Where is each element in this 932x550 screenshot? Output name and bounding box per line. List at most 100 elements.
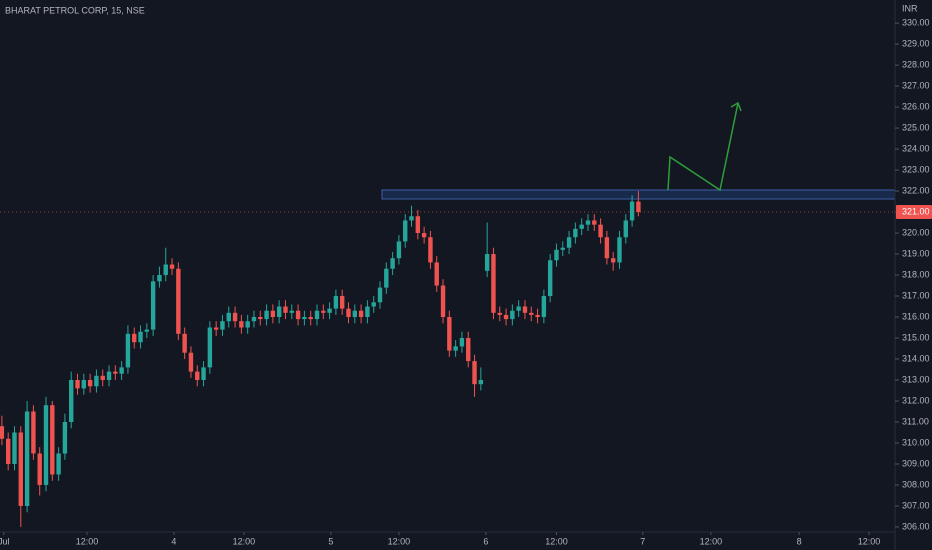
- x-tick-label: 4: [171, 536, 176, 546]
- candle-body: [529, 312, 534, 315]
- candle-body: [31, 411, 36, 454]
- candle-body: [592, 220, 597, 225]
- candle-body: [144, 329, 150, 332]
- candle-body: [163, 264, 168, 276]
- candle-body: [516, 306, 521, 311]
- candle-body: [50, 405, 55, 475]
- candle-body: [24, 411, 30, 506]
- candle-body: [207, 327, 213, 368]
- y-tick-label: 314.00: [902, 353, 930, 363]
- candle-body: [346, 308, 351, 318]
- y-tick-label: 307.00: [902, 500, 930, 510]
- x-tick-label: 5: [328, 536, 333, 546]
- x-tick-label: 12:00: [388, 536, 411, 546]
- candle-body: [69, 380, 74, 422]
- candle-body: [554, 249, 559, 261]
- candle-body: [232, 312, 238, 322]
- candle-body: [195, 371, 200, 380]
- candle-body: [270, 310, 276, 318]
- candle-body: [560, 247, 565, 250]
- y-tick-label: 319.00: [902, 248, 930, 258]
- candle-body: [440, 285, 446, 318]
- candle-body: [371, 302, 376, 307]
- candle-body: [503, 314, 509, 320]
- y-tick-label: 316.00: [902, 311, 930, 321]
- candle-body: [251, 317, 257, 322]
- candle-body: [5, 438, 11, 464]
- candle-body: [56, 453, 61, 475]
- candle-body: [629, 201, 635, 221]
- candle-body: [302, 317, 307, 320]
- x-tick-label: 12:00: [233, 536, 256, 546]
- candle-body: [245, 321, 250, 328]
- y-tick-label: 326.00: [902, 101, 930, 111]
- candle-body: [283, 306, 288, 313]
- candle-body: [308, 317, 313, 320]
- candle-body: [472, 361, 477, 385]
- candle-body: [415, 216, 421, 234]
- candle-body: [62, 421, 68, 454]
- y-tick-label: 317.00: [902, 290, 930, 300]
- x-tick-label: 12:00: [858, 536, 881, 546]
- y-tick-label: 320.00: [902, 227, 930, 237]
- candle-body: [213, 327, 219, 330]
- candle-body: [390, 258, 395, 269]
- candle-body: [258, 317, 263, 320]
- candle-body: [491, 254, 496, 313]
- candle-body: [365, 306, 370, 318]
- candle-body: [358, 310, 364, 318]
- y-tick-label: 322.00: [902, 185, 930, 195]
- candle-body: [434, 262, 439, 286]
- candle-body: [598, 224, 603, 238]
- candle-body: [421, 233, 427, 238]
- last-price-badge: [896, 205, 932, 220]
- y-tick-label: 311.00: [902, 416, 929, 426]
- arrow-head: [730, 101, 742, 112]
- candle-body: [403, 220, 408, 242]
- candle-body: [497, 312, 502, 315]
- candle-body: [226, 312, 231, 322]
- y-tick-label: 328.00: [902, 59, 930, 69]
- candles: [0, 191, 641, 527]
- candle-body: [396, 241, 402, 259]
- candle-body: [18, 432, 23, 506]
- candle-body: [377, 287, 383, 303]
- x-tick-label: 12:00: [700, 536, 723, 546]
- y-tick-label: 313.00: [902, 374, 930, 384]
- candle-body: [264, 310, 269, 320]
- y-tick-label: 318.00: [902, 269, 930, 279]
- candle-body: [522, 306, 528, 313]
- candle-body: [138, 331, 143, 343]
- x-tick-label: Jul: [0, 536, 10, 546]
- candle-body: [169, 264, 175, 269]
- candle-body: [94, 375, 99, 387]
- candle-body: [466, 338, 471, 362]
- y-tick-label: 325.00: [902, 122, 930, 132]
- y-tick-label: 329.00: [902, 38, 930, 48]
- candle-body: [535, 314, 540, 318]
- candle-body: [510, 310, 515, 320]
- candle-body: [352, 310, 358, 318]
- candle-body: [636, 201, 641, 213]
- candle-body: [106, 371, 112, 380]
- x-tick-label: 12:00: [545, 536, 568, 546]
- candle-body: [295, 310, 301, 320]
- axes: 306.00 307.00 308.00 309.00 310.00 311.00 312.…: [0, 17, 932, 546]
- candle-body: [478, 380, 484, 385]
- x-tick-label: 12:00: [76, 536, 99, 546]
- candle-body: [566, 237, 572, 248]
- candle-body: [547, 260, 553, 297]
- candle-body: [573, 228, 578, 238]
- candle-body: [125, 333, 131, 368]
- y-tick-label: 308.00: [902, 479, 930, 489]
- x-tick-label: 8: [797, 536, 802, 546]
- candle-body: [87, 380, 93, 387]
- x-tick-label: 7: [640, 536, 645, 546]
- x-tick-label: 6: [483, 536, 488, 546]
- candle-body: [119, 367, 124, 374]
- candle-body: [37, 453, 42, 485]
- candle-body: [182, 333, 187, 353]
